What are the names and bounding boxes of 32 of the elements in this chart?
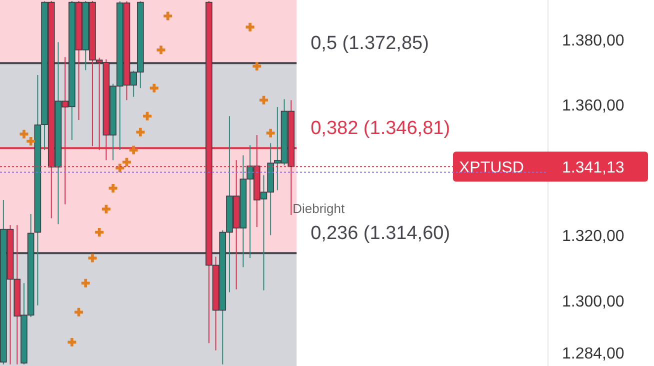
point <box>266 128 275 138</box>
y-tick-label: 1.320,00 <box>562 228 624 246</box>
point <box>95 228 104 236</box>
point <box>108 184 118 192</box>
point <box>156 46 166 54</box>
ref-line-label: 0,236 (1.314,60) <box>310 223 450 244</box>
point <box>246 22 254 32</box>
point <box>129 146 138 154</box>
point <box>88 254 97 262</box>
point <box>68 338 76 346</box>
y-tick-label: 1.300,00 <box>562 293 624 310</box>
point <box>136 128 145 136</box>
point <box>122 158 131 166</box>
point <box>164 12 172 20</box>
y-tick-label: 1.360,00 <box>562 98 624 115</box>
point <box>81 278 90 288</box>
ref-line-label: XPTUSD <box>459 160 524 177</box>
point <box>259 96 268 104</box>
point <box>102 204 110 214</box>
ref-line-label: 0,382 (1.346,81) <box>310 118 450 140</box>
point <box>252 62 262 70</box>
y-tick-label: 1.380,00 <box>562 32 624 50</box>
ref-line-label: 0,5 (1.372,85) <box>310 33 429 54</box>
point <box>20 130 28 138</box>
point <box>150 84 158 92</box>
point <box>26 137 36 146</box>
point <box>143 112 152 120</box>
point <box>116 164 124 172</box>
point <box>74 308 84 316</box>
annotation: Diebright <box>292 201 346 216</box>
y-tick-label: 1.284,00 <box>562 346 624 363</box>
text: 1.341,13 <box>562 160 624 177</box>
